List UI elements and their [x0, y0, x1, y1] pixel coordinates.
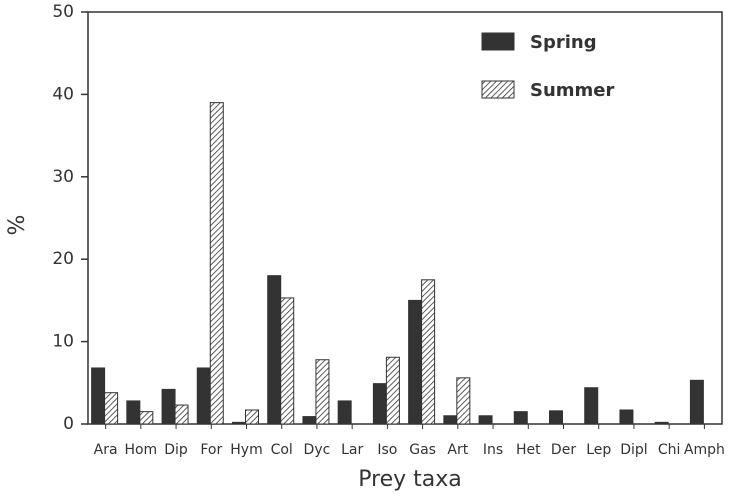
bar: [196, 367, 211, 425]
x-tick-label: Gas: [409, 442, 436, 458]
bar: [315, 359, 330, 425]
bar: [337, 400, 352, 425]
y-tick-label: 40: [52, 84, 74, 104]
bar: [91, 367, 106, 425]
bar: [549, 410, 563, 425]
legend-swatch: [481, 80, 515, 99]
x-tick-label: Dip: [164, 442, 188, 458]
y-tick-label: 50: [52, 2, 74, 22]
x-tick-label: Amph: [684, 442, 725, 458]
legend-label: Summer: [530, 80, 614, 101]
x-tick-label: Dyc: [304, 442, 331, 458]
bar: [139, 411, 154, 425]
x-tick-label: Col: [271, 442, 293, 458]
y-tick-label: 20: [52, 249, 74, 269]
bar: [174, 404, 189, 425]
x-tick-label: Ins: [483, 442, 503, 458]
bar: [302, 416, 317, 425]
bar: [689, 379, 704, 425]
bar: [104, 392, 119, 425]
bar: [421, 279, 436, 425]
bar: [209, 102, 224, 425]
bar: [654, 421, 669, 425]
x-tick-label: Dipl: [620, 442, 647, 458]
x-tick-label: Ara: [94, 442, 118, 458]
plot-frame: [87, 11, 723, 425]
legend-swatch: [481, 32, 515, 51]
x-tick-label: Art: [447, 442, 468, 458]
x-tick-label: Hym: [230, 442, 262, 458]
x-tick-label: Hom: [124, 442, 157, 458]
bar: [619, 409, 634, 425]
x-axis-title: Prey taxa: [358, 467, 462, 492]
bar: [478, 415, 493, 425]
bar: [408, 299, 423, 425]
bar: [584, 387, 599, 425]
x-tick-label: For: [200, 442, 222, 458]
bar: [161, 388, 176, 425]
bar: [456, 377, 471, 425]
bar: [232, 421, 246, 425]
bar: [372, 383, 387, 425]
bar: [280, 297, 295, 425]
x-tick-label: Der: [551, 442, 576, 458]
bar: [245, 409, 259, 425]
y-axis-title: %: [5, 215, 30, 236]
x-tick-label: Het: [516, 442, 541, 458]
x-tick-label: Lep: [586, 442, 611, 458]
legend-label: Spring: [530, 32, 597, 53]
bar: [385, 356, 400, 425]
x-tick-label: Iso: [377, 442, 397, 458]
bar: [513, 411, 528, 425]
x-tick-label: Lar: [341, 442, 363, 458]
y-tick-label: 0: [63, 414, 74, 434]
y-tick-label: 10: [52, 332, 74, 352]
bar: [443, 415, 458, 425]
bar: [267, 275, 282, 425]
y-tick-label: 30: [52, 167, 74, 187]
x-tick-label: Chi: [658, 442, 681, 458]
bar: [126, 400, 141, 425]
